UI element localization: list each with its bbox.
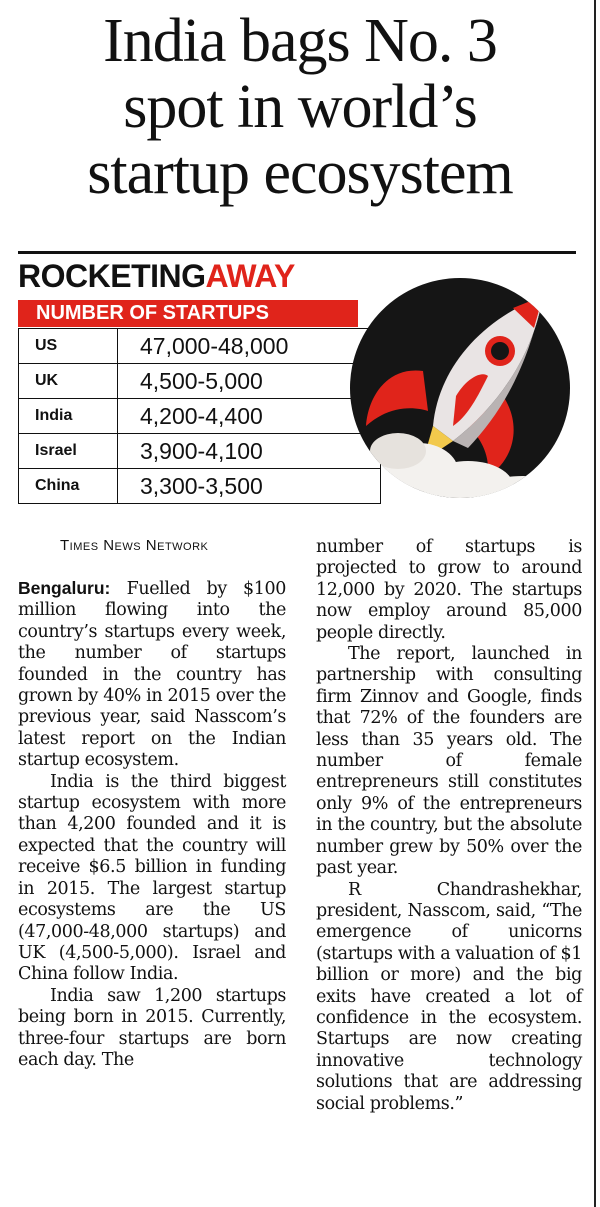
- table-row: Israel 3,900-4,100: [18, 433, 381, 469]
- article-paragraph-4: The report, launched in partnership with…: [316, 644, 582, 879]
- country-cell: India: [18, 398, 118, 434]
- rocket-icon: [350, 278, 570, 498]
- country-cell: US: [18, 328, 118, 364]
- infographic-title-dark: ROCKETING: [18, 258, 206, 294]
- infographic-title: ROCKETINGAWAY: [18, 258, 295, 294]
- headline: India bags No. 3 spot in world’s startup…: [0, 8, 600, 206]
- startup-count-cell: 4,500-5,000: [117, 363, 381, 399]
- dateline: Bengaluru:: [18, 578, 111, 598]
- headline-line-3: startup ecosystem: [87, 139, 514, 207]
- article-paragraph-3-continued: number of startups is projected to grow …: [316, 537, 582, 643]
- infographic: ROCKETINGAWAY NUMBER OF STARTUPS US 47,00…: [18, 256, 588, 511]
- startup-count-cell: 4,200-4,400: [117, 398, 381, 434]
- headline-line-1: India bags No. 3: [103, 7, 498, 75]
- startups-table: US 47,000-48,000 UK 4,500-5,000 India 4,200-4…: [18, 328, 381, 504]
- article-paragraph-5: R Chandrashekhar, president, Nasscom, sa…: [316, 879, 582, 1114]
- startup-count-cell: 47,000-48,000: [117, 328, 381, 364]
- startup-count-cell: 3,300-3,500: [117, 468, 381, 504]
- page-edge: [594, 0, 596, 1207]
- article-paragraph-2: India is the third biggest startup ecosy…: [18, 771, 286, 985]
- rocket-illustration: [328, 276, 588, 506]
- article-paragraph-1-text: Fuelled by $100 million flowing into the…: [18, 579, 286, 771]
- table-row: UK 4,500-5,000: [18, 363, 381, 399]
- headline-line-2: spot in world’s: [123, 73, 478, 141]
- table-row: US 47,000-48,000: [18, 328, 381, 364]
- byline: Times News Network: [60, 537, 209, 554]
- country-cell: China: [18, 468, 118, 504]
- headline-rule: [18, 251, 576, 254]
- article-paragraph-3: India saw 1,200 startups being born in 2…: [18, 985, 286, 1070]
- article-column-2: number of startups is projected to grow …: [316, 537, 582, 1115]
- article-paragraph-1: Bengaluru: Fuelled by $100 million flowi…: [18, 578, 286, 772]
- infographic-title-red: AWAY: [205, 258, 296, 294]
- country-cell: UK: [18, 363, 118, 399]
- table-row: China 3,300-3,500: [18, 468, 381, 504]
- article-column-1: Bengaluru: Fuelled by $100 million flowi…: [18, 578, 286, 1071]
- table-header: NUMBER OF STARTUPS: [18, 300, 358, 327]
- country-cell: Israel: [18, 433, 118, 469]
- table-row: India 4,200-4,400: [18, 398, 381, 434]
